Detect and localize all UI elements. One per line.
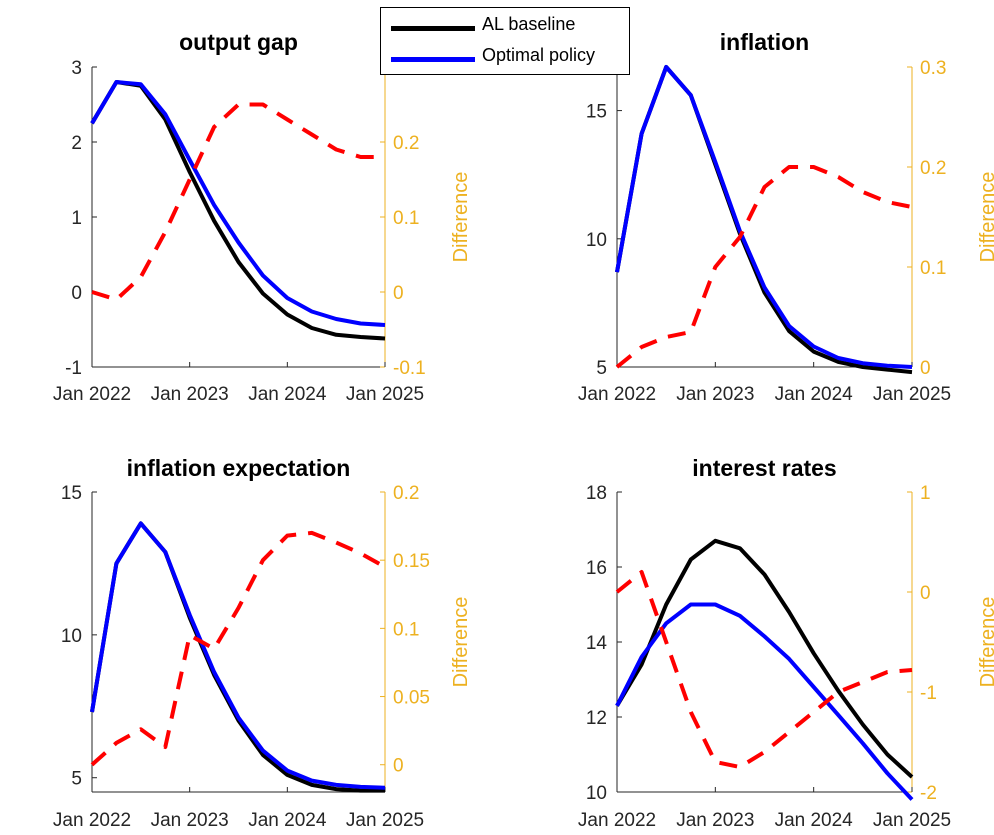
- x-tick-label: Jan 2023: [676, 384, 754, 405]
- x-tick-label: Jan 2023: [676, 810, 754, 831]
- right-axis-label: Difference: [450, 597, 472, 688]
- x-tick-label: Jan 2024: [775, 810, 854, 831]
- right-tick-label: 0.15: [393, 551, 430, 572]
- right-tick-label: 0.05: [393, 688, 430, 709]
- series-line-difference: [90, 530, 386, 767]
- panel-title: interest rates: [692, 455, 836, 481]
- right-axis-label: Difference: [977, 172, 994, 263]
- panel-output-gap: output gap-10123-0.100.10.20.3Difference…: [53, 29, 472, 405]
- x-tick-label: Jan 2024: [775, 384, 854, 405]
- x-tick-label: Jan 2022: [578, 810, 656, 831]
- series-line-optimal-policy: [90, 80, 386, 327]
- left-tick-label: 1: [71, 208, 82, 229]
- legend-entry-baseline: AL baseline: [381, 12, 629, 42]
- right-tick-label: 0.2: [393, 483, 419, 504]
- x-tick-label: Jan 2025: [346, 384, 424, 405]
- panel-title: inflation: [720, 29, 809, 55]
- right-tick-label: 0: [920, 583, 931, 604]
- left-tick-label: 10: [586, 230, 607, 251]
- x-tick-label: Jan 2025: [873, 384, 951, 405]
- right-tick-label: -0.1: [393, 358, 426, 379]
- x-tick-label: Jan 2024: [248, 384, 327, 405]
- left-tick-label: 2: [71, 133, 82, 154]
- left-tick-label: 12: [586, 708, 607, 729]
- right-tick-label: 0: [393, 756, 404, 777]
- panel-inflation: inflation 5 10 15 0 0.1 0.2 0.3 Difference Jan 20…: [578, 29, 994, 405]
- right-tick-label: -2: [920, 783, 937, 804]
- legend-label-baseline: AL baseline: [482, 14, 576, 34]
- x-tick-label: Jan 2025: [873, 810, 951, 831]
- x-tick-label: Jan 2025: [346, 810, 424, 831]
- x-tick-label: Jan 2022: [578, 384, 656, 405]
- series-line-al-baseline: [615, 538, 914, 779]
- right-tick-label: 0: [393, 283, 404, 304]
- legend-label-optimal: Optimal policy: [482, 45, 596, 65]
- panel-title: output gap: [179, 29, 298, 55]
- left-tick-label: -1: [65, 358, 82, 379]
- series-line-difference: [615, 570, 913, 769]
- panel-interest-rates: interest rates 10 12 14 16 18 -2 -1 0 1 Difference…: [578, 455, 994, 831]
- x-tick-label: Jan 2022: [53, 384, 131, 405]
- right-tick-label: -1: [920, 683, 937, 704]
- panel-title: inflation expectation: [127, 455, 351, 481]
- x-tick-label: Jan 2023: [151, 810, 229, 831]
- left-tick-label: 16: [586, 558, 607, 579]
- right-tick-label: 0: [920, 358, 931, 379]
- right-tick-label: 0.1: [920, 258, 946, 279]
- series-line-optimal-policy: [90, 521, 386, 790]
- series-line-al-baseline: [615, 65, 913, 375]
- right-tick-label: 1: [920, 483, 931, 504]
- series-line-al-baseline: [90, 80, 386, 341]
- left-tick-label: 0: [71, 283, 82, 304]
- left-tick-label: 14: [586, 633, 608, 654]
- series-line-al-baseline: [90, 521, 385, 793]
- x-tick-label: Jan 2022: [53, 810, 131, 831]
- left-tick-label: 10: [586, 783, 607, 804]
- right-tick-label: 0.3: [920, 58, 946, 79]
- left-tick-label: 5: [71, 769, 82, 790]
- x-tick-label: Jan 2023: [151, 384, 229, 405]
- right-axis-label: Difference: [450, 172, 472, 263]
- left-tick-label: 3: [71, 58, 82, 79]
- x-tick-label: Jan 2024: [248, 810, 327, 831]
- left-tick-label: 10: [61, 626, 82, 647]
- left-tick-label: 18: [586, 483, 607, 504]
- right-tick-label: 0.1: [393, 208, 419, 229]
- legend: AL baseline Optimal policy: [380, 7, 630, 75]
- series-line-optimal-policy: [615, 65, 913, 369]
- right-tick-label: 0.2: [393, 133, 419, 154]
- panel-inflation-expectation: inflation expectation 5 10 15 0 0.05 0.1 0.15 0.…: [53, 455, 472, 831]
- series-line-optimal-policy: [615, 602, 914, 801]
- left-tick-label: 5: [596, 358, 607, 379]
- left-tick-label: 15: [61, 483, 82, 504]
- right-axis-label: Difference: [977, 597, 994, 688]
- right-tick-label: 0.2: [920, 158, 946, 179]
- legend-swatch-optimal: [391, 57, 475, 62]
- legend-swatch-baseline: [391, 26, 475, 31]
- legend-entry-optimal: Optimal policy: [381, 43, 629, 73]
- series-line-difference: [91, 102, 385, 302]
- series-line-difference: [615, 165, 913, 369]
- left-tick-label: 15: [586, 102, 607, 123]
- right-tick-label: 0.1: [393, 619, 419, 640]
